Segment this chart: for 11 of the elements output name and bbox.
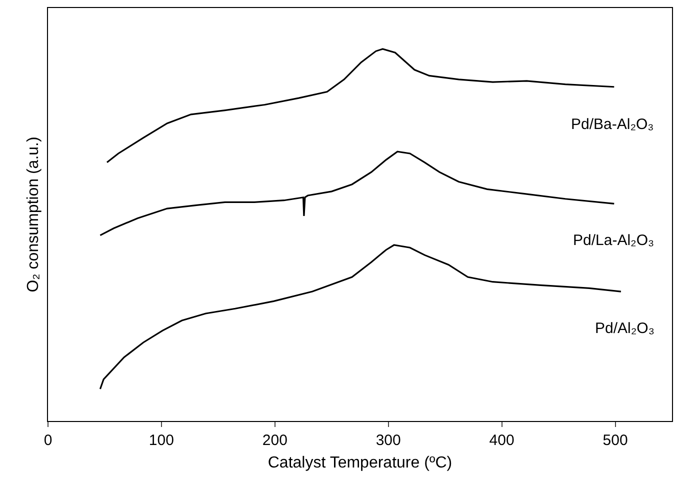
- x-tick-label: 300: [376, 432, 401, 449]
- text: Pd/Al₂O₃: [595, 320, 654, 337]
- x-tick-label: 100: [148, 432, 174, 449]
- x-tick-label: 400: [489, 432, 514, 449]
- text: Pd/La-Al₂O₃: [573, 232, 654, 249]
- text: Pd/Ba-Al₂O₃: [571, 116, 654, 133]
- x-tick-label: 0: [44, 432, 52, 449]
- x-tick-label: 200: [262, 432, 288, 449]
- y-axis-title: O₂ consumption (a.u.): [24, 136, 42, 292]
- x-axis-title: Catalyst Temperature (ºC): [268, 454, 452, 472]
- x-tick-label: 500: [602, 432, 628, 449]
